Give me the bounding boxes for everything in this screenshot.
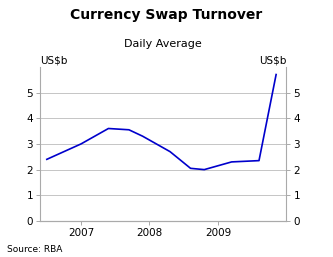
Text: US$b: US$b	[40, 55, 67, 65]
Text: Currency Swap Turnover: Currency Swap Turnover	[70, 8, 263, 22]
Text: Source: RBA: Source: RBA	[7, 245, 62, 254]
Text: US$b: US$b	[259, 55, 286, 65]
Title: Daily Average: Daily Average	[124, 39, 202, 49]
